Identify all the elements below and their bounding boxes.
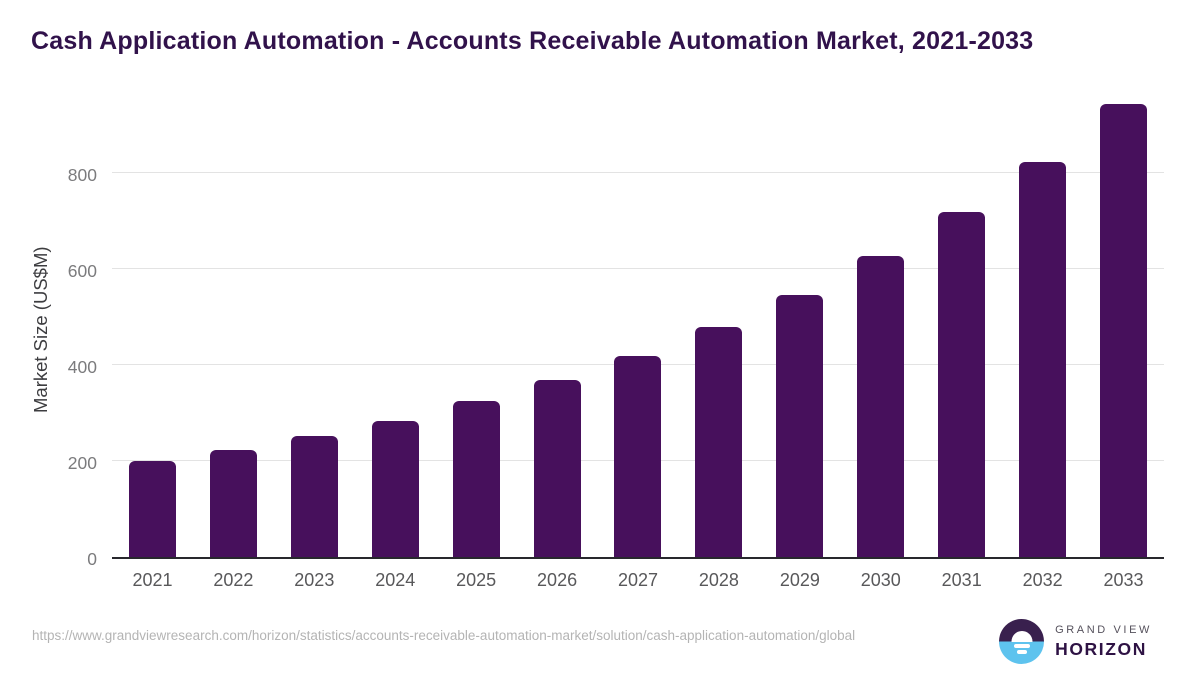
bar-slot-2032 [1002, 162, 1083, 557]
grand-view-horizon-logo: GRAND VIEW HORIZON [999, 619, 1152, 664]
x-tick-label-2029: 2029 [779, 570, 820, 590]
bar-slot-2022 [193, 450, 274, 557]
y-axis-ticks: 0 200 400 600 800 [0, 100, 97, 569]
plot-area [112, 100, 1164, 559]
bar-2025[interactable] [452, 401, 500, 557]
bar-2027[interactable] [614, 356, 662, 557]
x-tick-label-2025: 2025 [456, 570, 497, 590]
bar-2031[interactable] [938, 212, 986, 557]
bar-slot-2030 [840, 255, 921, 557]
source-url: https://www.grandviewresearch.com/horizo… [32, 628, 856, 643]
bar-2022[interactable] [209, 450, 257, 557]
gridline-800 [112, 172, 1164, 173]
bar-2023[interactable] [290, 436, 338, 557]
x-tick-label-2024: 2024 [375, 570, 416, 590]
bar-slot-2023 [274, 436, 355, 557]
bar-slot-2024 [355, 420, 436, 557]
bar-2030[interactable] [857, 255, 905, 557]
x-tick-label-2032: 2032 [1022, 570, 1063, 590]
bar-slot-2026 [517, 380, 598, 557]
x-tick-label-2031: 2031 [941, 570, 982, 590]
bar-slot-2028 [678, 326, 759, 557]
y-tick-label-0: 0 [87, 549, 97, 569]
bar-2026[interactable] [533, 380, 581, 557]
bar-slot-2033 [1083, 103, 1164, 557]
gridline-600 [112, 268, 1164, 269]
x-tick-label-2023: 2023 [294, 570, 335, 590]
bar-2029[interactable] [776, 294, 824, 557]
y-tick-label-600: 600 [67, 261, 97, 281]
chart-title: Cash Application Automation - Accounts R… [31, 27, 1034, 55]
bar-2033[interactable] [1100, 103, 1148, 557]
logo-text-horizon: HORIZON [1055, 638, 1147, 659]
bar-slot-2031 [921, 212, 1002, 557]
horizon-sun-icon [999, 619, 1045, 664]
bar-slot-2027 [598, 356, 679, 557]
bar-slot-2025 [436, 401, 517, 557]
x-tick-label-2021: 2021 [132, 570, 173, 590]
y-tick-label-800: 800 [67, 165, 97, 185]
bar-slot-2029 [759, 294, 840, 557]
x-tick-label-2033: 2033 [1103, 570, 1144, 590]
x-tick-label-2022: 2022 [213, 570, 254, 590]
bar-2024[interactable] [371, 420, 419, 557]
x-tick-label-2030: 2030 [860, 570, 901, 590]
bar-2021[interactable] [128, 461, 176, 557]
y-tick-label-400: 400 [67, 357, 97, 377]
bar-2028[interactable] [695, 326, 743, 557]
x-tick-label-2026: 2026 [537, 570, 578, 590]
bars-container [112, 100, 1164, 557]
x-tick-label-2027: 2027 [617, 570, 659, 590]
bar-slot-2021 [112, 461, 193, 557]
y-tick-label-200: 200 [67, 453, 97, 473]
bar-2032[interactable] [1019, 162, 1067, 557]
x-tick-label-2028: 2028 [698, 570, 739, 590]
logo-text-grand-view: GRAND VIEW [1055, 623, 1152, 636]
x-axis-ticks: 2021 2022 2023 2024 2025 2026 2027 2028 2029 2030… [112, 570, 1164, 591]
